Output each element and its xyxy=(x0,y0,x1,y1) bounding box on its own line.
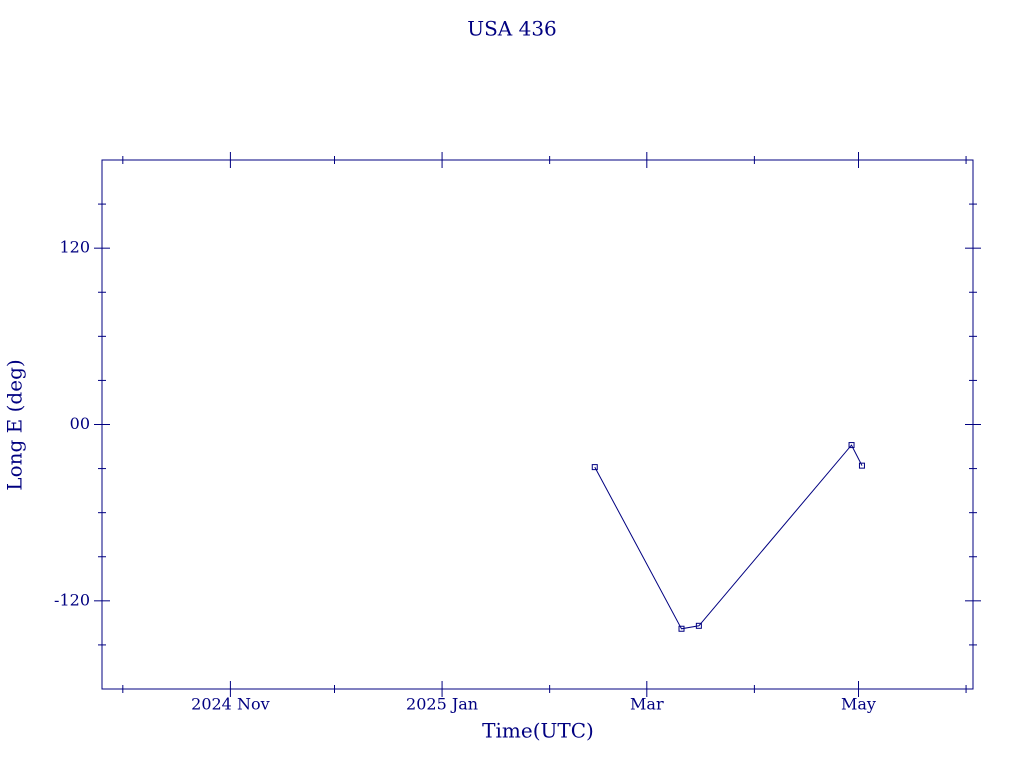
data-line xyxy=(594,444,863,630)
x-tick-label: May xyxy=(841,695,876,714)
chart-title: USA 436 xyxy=(467,17,557,41)
x-tick-label: Mar xyxy=(630,695,664,714)
data-point xyxy=(695,622,702,629)
data-point xyxy=(591,464,598,471)
y-tick-label: 00 xyxy=(70,414,90,433)
data-point xyxy=(848,442,855,449)
x-tick-label: 2024 Nov xyxy=(191,695,269,714)
x-tick-label: 2025 Jan xyxy=(406,695,478,714)
y-tick-label: 120 xyxy=(59,238,90,257)
x-axis-label: Time(UTC) xyxy=(482,719,594,743)
data-point xyxy=(858,462,865,469)
data-point xyxy=(678,625,685,632)
y-axis-label: Long E (deg) xyxy=(3,359,27,490)
y-tick-label: -120 xyxy=(54,590,90,609)
